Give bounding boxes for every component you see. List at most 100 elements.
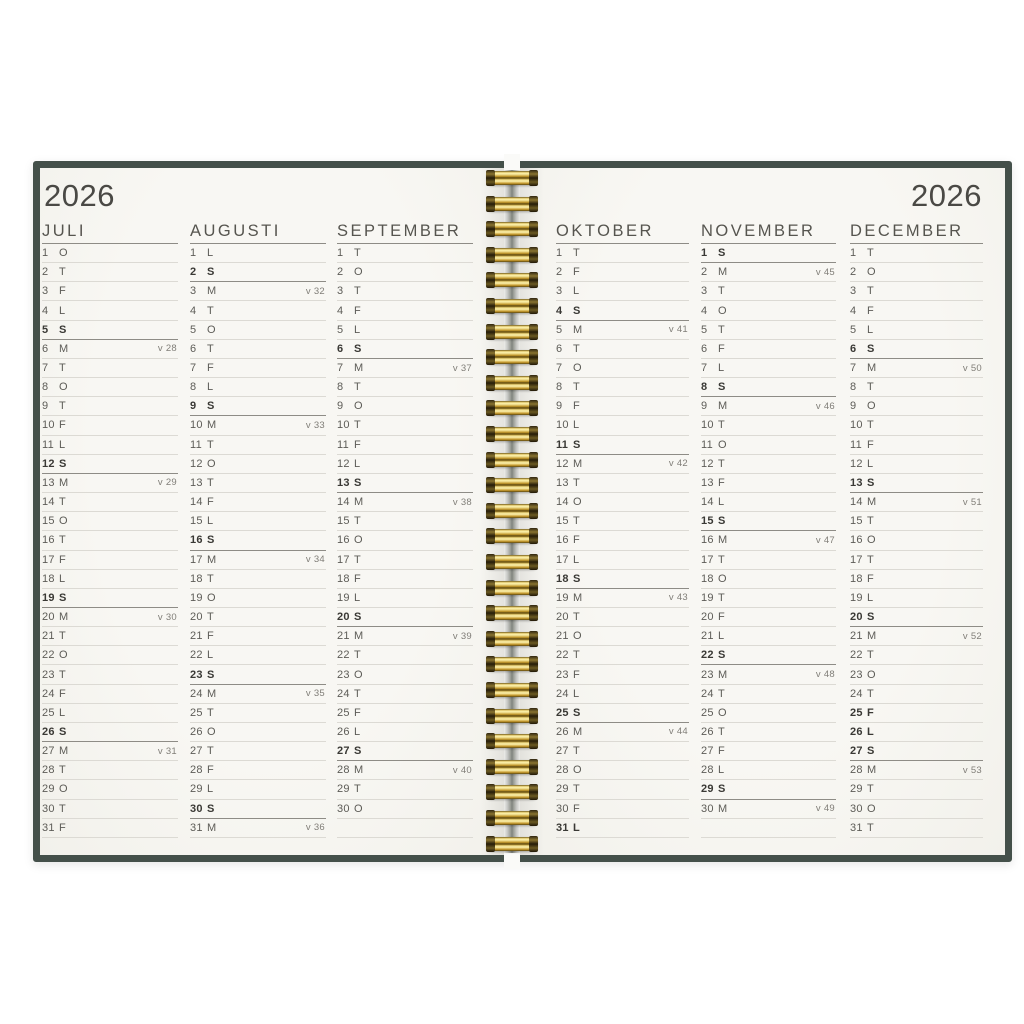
weekday-letter: L (207, 247, 214, 260)
day-number: 18 (337, 572, 350, 585)
coil-loop (486, 707, 538, 724)
day-row-december-26: 26 L (850, 723, 983, 743)
weekday-letter: T (59, 400, 67, 413)
weekday-letter: L (207, 381, 214, 394)
week-number: v 35 (305, 688, 325, 700)
weekday-letter: S (718, 649, 726, 662)
weekday-letter: M (59, 745, 69, 758)
day-number: 12 (42, 457, 55, 470)
weekday-letter: T (59, 802, 67, 815)
weekday-letter: F (59, 285, 67, 298)
coil-loop (486, 195, 538, 212)
weekday-letter: T (59, 534, 67, 547)
day-number: 11 (701, 438, 714, 451)
day-row-november-28: 28 L (701, 761, 836, 781)
day-number: 30 (190, 802, 203, 815)
weekday-letter: L (59, 438, 66, 451)
day-row-september-27: 27 S (337, 742, 473, 762)
weekday-letter: O (718, 304, 727, 317)
day-number: 27 (190, 745, 203, 758)
year-right: 2026 (911, 178, 982, 213)
day-number: 1 (556, 247, 563, 260)
weekday-letter: S (207, 802, 215, 815)
weekday-letter: T (59, 362, 67, 375)
weekday-letter: L (59, 706, 66, 719)
day-number: 20 (850, 611, 863, 624)
weekday-letter: S (573, 438, 581, 451)
day-number: 17 (556, 553, 569, 566)
day-row-november-18: 18 O (701, 570, 836, 589)
day-number: 11 (850, 438, 863, 451)
weekday-letter: O (718, 572, 727, 585)
day-number: 21 (850, 630, 863, 643)
week-number: v 45 (815, 266, 835, 278)
day-number: 17 (850, 553, 863, 566)
weekday-letter: M (354, 764, 364, 777)
day-number: 19 (42, 591, 55, 604)
weekday-letter: M (718, 668, 728, 681)
day-number: 8 (42, 381, 49, 394)
day-number: 11 (190, 438, 203, 451)
weekday-letter: T (718, 725, 726, 738)
weekday-letter: L (573, 687, 580, 700)
coil-loop (486, 323, 538, 340)
day-number: 15 (337, 515, 350, 528)
coil-loop (486, 170, 538, 186)
day-number: 6 (556, 342, 563, 355)
weekday-letter: S (573, 706, 581, 719)
day-number: 25 (701, 706, 714, 719)
day-row-november-19: 19 T (701, 589, 836, 608)
weekday-letter: S (354, 342, 362, 355)
day-number: 7 (701, 362, 708, 375)
day-number: 7 (556, 362, 563, 375)
weekday-letter: O (59, 515, 68, 528)
day-row-oktober-23: 23 F (556, 665, 689, 685)
weekday-letter: T (207, 342, 215, 355)
day-number: 3 (42, 285, 49, 298)
day-number: 12 (337, 457, 350, 470)
weekday-letter: T (354, 247, 362, 260)
day-number: 20 (190, 611, 203, 624)
day-row-augusti-12: 12 O (190, 455, 326, 474)
year-left: 2026 (44, 178, 115, 213)
day-number: 6 (337, 342, 344, 355)
day-row-november-29: 29 S (701, 780, 836, 800)
day-row-augusti-29: 29 L (190, 780, 326, 800)
weekday-letter: O (573, 362, 582, 375)
weekday-letter: S (207, 534, 215, 547)
day-row-juli-30: 30 T (42, 800, 178, 819)
weekday-letter: F (573, 534, 581, 547)
day-number: 30 (556, 802, 569, 815)
day-number: 29 (190, 783, 203, 796)
day-row-september-15: 15 T (337, 512, 473, 532)
month-title: AUGUSTI (190, 222, 326, 244)
day-number: 29 (701, 783, 714, 796)
coil-loop (486, 835, 538, 852)
day-row-juli-18: 18 L (42, 570, 178, 589)
day-row-november-11: 11 O (701, 436, 836, 455)
weekday-letter: T (867, 821, 875, 834)
day-number: 26 (42, 725, 55, 738)
weekday-letter: F (59, 553, 67, 566)
week-number: v 39 (452, 630, 472, 642)
day-row-december-18: 18 F (850, 570, 983, 589)
weekday-letter: M (867, 496, 877, 509)
day-number: 25 (556, 706, 569, 719)
weekday-letter: S (867, 342, 875, 355)
day-number: 7 (190, 362, 197, 375)
day-number: 16 (42, 534, 55, 547)
day-row-augusti-25: 25 T (190, 704, 326, 723)
coil-loop (486, 349, 538, 366)
